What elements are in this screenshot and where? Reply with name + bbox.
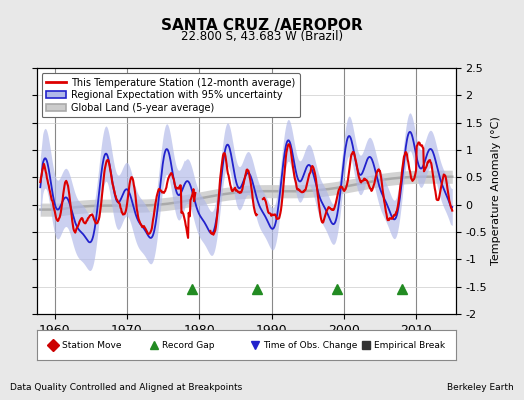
Y-axis label: Temperature Anomaly (°C): Temperature Anomaly (°C) bbox=[492, 117, 501, 265]
Text: 22.800 S, 43.683 W (Brazil): 22.800 S, 43.683 W (Brazil) bbox=[181, 30, 343, 43]
Text: Berkeley Earth: Berkeley Earth bbox=[447, 383, 514, 392]
Text: Station Move: Station Move bbox=[62, 340, 122, 350]
Text: Empirical Break: Empirical Break bbox=[374, 340, 445, 350]
Text: Data Quality Controlled and Aligned at Breakpoints: Data Quality Controlled and Aligned at B… bbox=[10, 383, 243, 392]
Legend: This Temperature Station (12-month average), Regional Expectation with 95% uncer: This Temperature Station (12-month avera… bbox=[41, 73, 300, 118]
Text: Record Gap: Record Gap bbox=[162, 340, 215, 350]
Text: SANTA CRUZ /AEROPOR: SANTA CRUZ /AEROPOR bbox=[161, 18, 363, 33]
Text: Time of Obs. Change: Time of Obs. Change bbox=[263, 340, 357, 350]
